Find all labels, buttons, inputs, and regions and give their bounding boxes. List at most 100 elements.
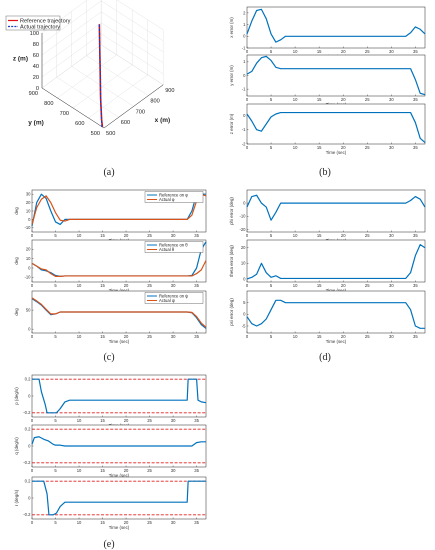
x-tick-label: 5 <box>54 520 57 525</box>
z-axis-label: z (m) <box>13 56 28 63</box>
x-tick-label: 35 <box>194 233 199 238</box>
x-tick-label: 10 <box>77 418 82 423</box>
y-axis-label: p (deg/s) <box>14 387 19 405</box>
z-tick-label: 40 <box>33 64 39 70</box>
x-tick-label: 35 <box>413 97 418 102</box>
y-axis-label: y error (m) <box>229 65 234 86</box>
x-tick-label: 25 <box>365 233 370 238</box>
series-line <box>31 297 207 328</box>
axes-box <box>246 290 426 334</box>
x-tick-label: 15 <box>100 233 105 238</box>
x-tick-label: 20 <box>124 334 129 339</box>
series-line <box>31 260 207 277</box>
x-tick-label: 0 <box>246 283 249 288</box>
x-tick-label: 15 <box>317 283 322 288</box>
wall-grid-line <box>116 0 164 30</box>
y-tick-label: 0 <box>243 113 246 118</box>
y-axis <box>41 87 105 129</box>
y-axis-label: deg <box>14 257 19 265</box>
x-tick-label: 30 <box>171 233 176 238</box>
x-tick-label: 900 <box>165 88 174 94</box>
y-tick-label: 0 <box>28 217 31 222</box>
x-tick-label: 5 <box>54 233 57 238</box>
x-tick-label: 5 <box>54 283 57 288</box>
y-tick-label: 700 <box>60 111 69 117</box>
panel-a-3d-plot: 5006007008009005006007008009000204060801… <box>5 0 175 137</box>
x-tick-label: 20 <box>341 334 346 339</box>
z-tick-label: 80 <box>33 42 39 48</box>
y-tick-label: 0 <box>28 265 31 270</box>
y-axis-label: q (deg/s) <box>14 437 19 455</box>
y-tick-label: 800 <box>44 101 53 107</box>
x-tick-label: 0 <box>246 145 249 150</box>
x-tick-label: 25 <box>365 49 370 54</box>
z-tick-label: 0 <box>36 86 39 92</box>
y-tick-label: 600 <box>75 121 84 127</box>
trajectory-line <box>98 24 104 128</box>
caption-a: (a) <box>103 167 114 178</box>
x-axis-label: x (m) <box>155 117 171 124</box>
x-tick-label: 25 <box>365 334 370 339</box>
x-tick-label: 15 <box>317 334 322 339</box>
x-tick-label: 10 <box>293 97 298 102</box>
x-tick-label: 0 <box>31 334 34 339</box>
x-tick-label: 5 <box>270 233 273 238</box>
legend-box <box>144 241 204 253</box>
x-tick-label: 5 <box>270 145 273 150</box>
x-tick-label: 10 <box>293 283 298 288</box>
z-tick-label: 20 <box>33 75 39 81</box>
x-tick-label: 15 <box>317 145 322 150</box>
x-tick-label: 0 <box>31 233 34 238</box>
x-tick-label: 700 <box>136 109 145 115</box>
caption-e: (e) <box>103 539 114 550</box>
x-tick-label: 15 <box>317 233 322 238</box>
x-tick-label: 35 <box>194 418 199 423</box>
x-axis-label: Time (sec) <box>109 525 130 530</box>
x-tick-label: 30 <box>389 233 394 238</box>
x-tick-label: 35 <box>194 468 199 473</box>
x-tick-label: 10 <box>77 468 82 473</box>
x-tick-label: 20 <box>124 283 129 288</box>
x-tick-label: 500 <box>106 131 115 137</box>
x-tick-label: 15 <box>100 520 105 525</box>
legend-box <box>144 292 204 304</box>
y-axis-label: deg <box>14 308 19 316</box>
y-tick-label: 0 <box>28 495 31 500</box>
y-tick-label: -1 <box>242 45 246 50</box>
x-tick-label: 0 <box>31 468 34 473</box>
x-tick-label: 10 <box>293 49 298 54</box>
y-tick-label: 1 <box>243 22 246 27</box>
x-tick-label: 10 <box>293 145 298 150</box>
y-tick-label: 0 <box>28 393 31 398</box>
y-axis-label: x error (m) <box>229 17 234 38</box>
panel-d: 0 5 10 15 20 25 30 35 -20 -10 0 Time (sec) phi error… <box>229 189 426 344</box>
series-line <box>32 480 206 516</box>
legend-box <box>5 15 61 31</box>
axes-box <box>31 476 207 520</box>
axes-box <box>246 54 426 97</box>
x-tick-label: 0 <box>246 97 249 102</box>
x-tick-label: 35 <box>194 334 199 339</box>
legend-label: Reference on θ <box>159 242 188 247</box>
y-tick-label: -5 <box>242 323 246 328</box>
axes-box <box>246 239 426 283</box>
legend-box <box>144 191 204 203</box>
x-tick-label: 30 <box>171 468 176 473</box>
panel-c-subplot-3: 0 5 10 15 20 25 30 35 0 50 Time (sec) deg Reference … <box>14 290 207 344</box>
x-tick-label: 600 <box>121 120 130 126</box>
x-tick-label: 10 <box>77 233 82 238</box>
legend-label: Actual θ <box>159 247 175 252</box>
x-axis-label: Time (sec) <box>326 288 347 293</box>
z-tick-label: 60 <box>33 53 39 59</box>
y-tick-label: -10 <box>24 275 31 280</box>
series-line <box>246 194 426 221</box>
x-tick-label: 35 <box>194 283 199 288</box>
y-tick-label: -0.2 <box>23 512 31 517</box>
axes-box <box>31 374 207 418</box>
x-tick-label: 30 <box>171 334 176 339</box>
panel-b-subplot-3: 0 5 10 15 20 25 30 35 -2 -1 0 Time (sec) z error (m) <box>229 103 426 155</box>
